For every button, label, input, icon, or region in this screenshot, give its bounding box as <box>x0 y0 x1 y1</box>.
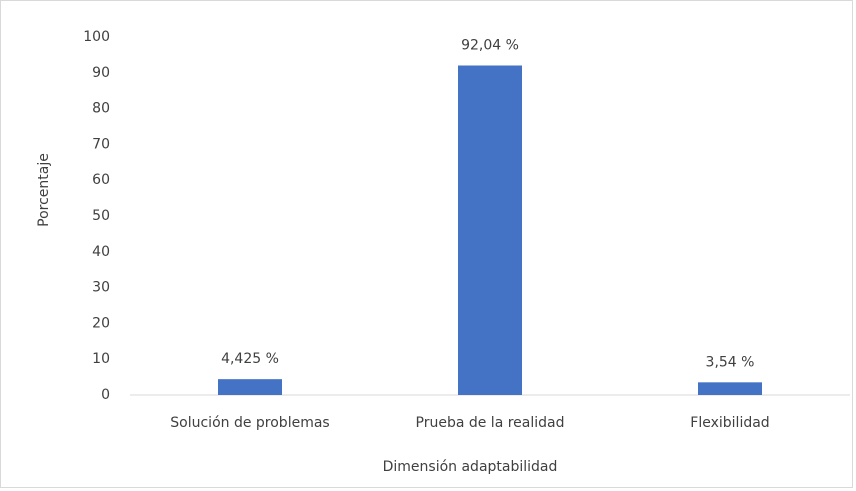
y-tick-label: 40 <box>92 244 110 260</box>
x-tick-label: Solución de problemas <box>170 415 329 431</box>
y-tick-label: 10 <box>92 351 110 367</box>
bar <box>698 382 762 395</box>
x-tick-label: Prueba de la realidad <box>416 415 565 431</box>
y-tick-label: 100 <box>83 29 110 45</box>
bar <box>218 379 282 395</box>
bar <box>458 65 522 396</box>
y-tick-label: 50 <box>92 208 110 224</box>
y-axis-label: Porcentaje <box>36 153 52 227</box>
y-tick-label: 70 <box>92 136 110 152</box>
y-tick-label: 30 <box>92 280 110 296</box>
data-label: 3,54 % <box>706 354 755 370</box>
y-tick-label: 90 <box>92 65 110 81</box>
y-tick-label: 60 <box>92 172 110 188</box>
data-label: 92,04 % <box>461 37 519 53</box>
y-tick-label: 20 <box>92 315 110 331</box>
data-label: 4,425 % <box>221 351 279 367</box>
y-tick-label: 0 <box>101 387 110 403</box>
y-tick-label: 80 <box>92 101 110 117</box>
x-axis-label: Dimensión adaptabilidad <box>383 459 558 475</box>
x-tick-label: Flexibilidad <box>690 415 769 431</box>
